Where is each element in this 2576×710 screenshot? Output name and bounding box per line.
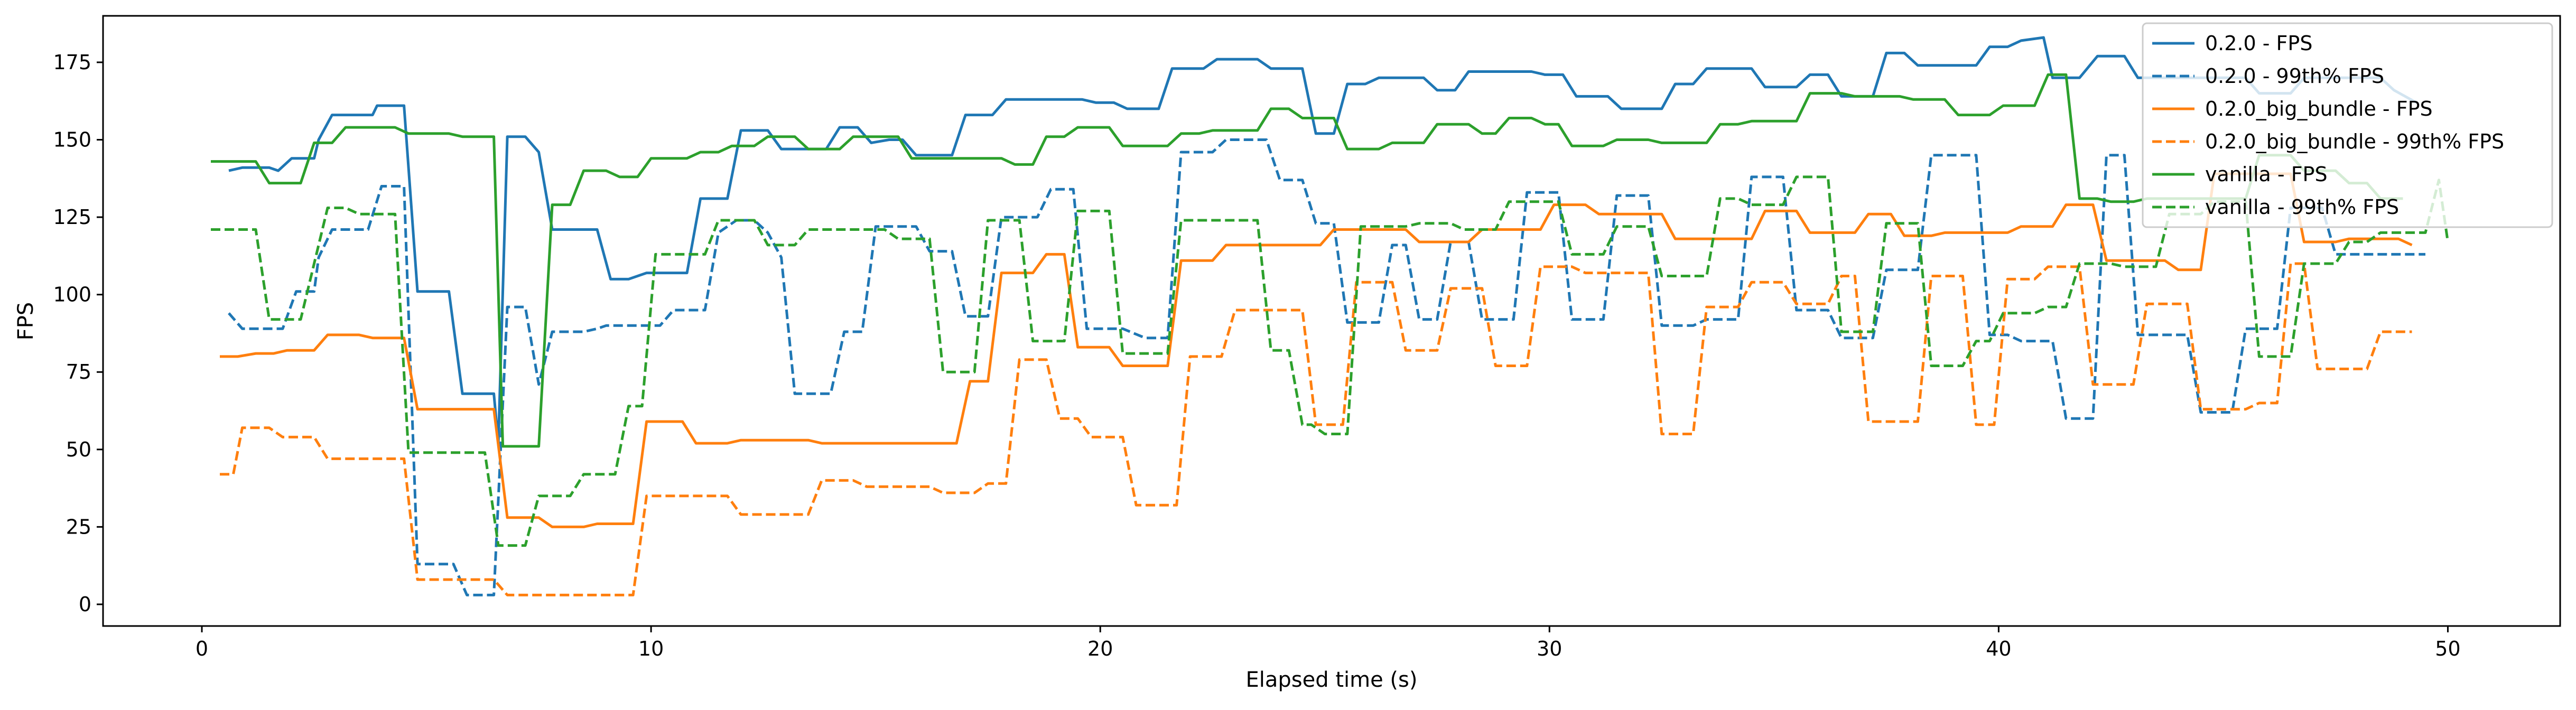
series-line-1: [228, 138, 2425, 596]
x-axis-label: Elapsed time (s): [1246, 668, 1418, 692]
x-tick-label-5: 50: [2435, 637, 2460, 660]
y-tick-label-1: 25: [66, 515, 91, 538]
legend-frame: [2142, 22, 2553, 228]
x-tick-label-4: 40: [1986, 637, 2011, 660]
legend-label-0: 0.2.0 - FPS: [2205, 32, 2312, 55]
series-line-3: [220, 262, 2412, 596]
series-line-2: [220, 172, 2413, 528]
x-tick-label-3: 30: [1537, 637, 1562, 660]
legend-label-2: 0.2.0_big_bundle - FPS: [2205, 97, 2433, 120]
x-tick-label-0: 0: [196, 637, 208, 660]
y-tick-label-6: 150: [53, 128, 91, 152]
y-tick-label-4: 100: [53, 283, 91, 306]
x-tick-label-2: 20: [1087, 637, 1113, 660]
legend-label-1: 0.2.0 - 99th% FPS: [2205, 64, 2384, 88]
x-tick-label-1: 10: [638, 637, 664, 660]
legend-label-3: 0.2.0_big_bundle - 99th% FPS: [2205, 130, 2504, 153]
series-line-5: [211, 175, 2449, 547]
series-layer: [211, 36, 2449, 596]
legend-label-5: vanilla - 99th% FPS: [2205, 195, 2399, 219]
y-axis-label: FPS: [14, 302, 38, 341]
y-tick-label-0: 0: [79, 593, 91, 616]
x-axis: 0 10 20 30 40 50: [196, 626, 2461, 660]
y-axis: 0 25 50 75 100 125 150 175: [53, 51, 103, 616]
plot-frame: [102, 15, 2561, 627]
y-tick-label-2: 50: [66, 438, 91, 461]
y-tick-label-3: 75: [66, 360, 91, 384]
legend: 0.2.0 - FPS 0.2.0 - 99th% FPS 0.2.0_big_bu…: [2142, 22, 2553, 228]
series-line-4: [211, 73, 2403, 448]
legend-label-4: vanilla - FPS: [2205, 163, 2328, 186]
y-tick-label-5: 125: [53, 205, 91, 229]
y-tick-label-7: 175: [53, 51, 91, 74]
series-line-0: [228, 36, 2417, 445]
